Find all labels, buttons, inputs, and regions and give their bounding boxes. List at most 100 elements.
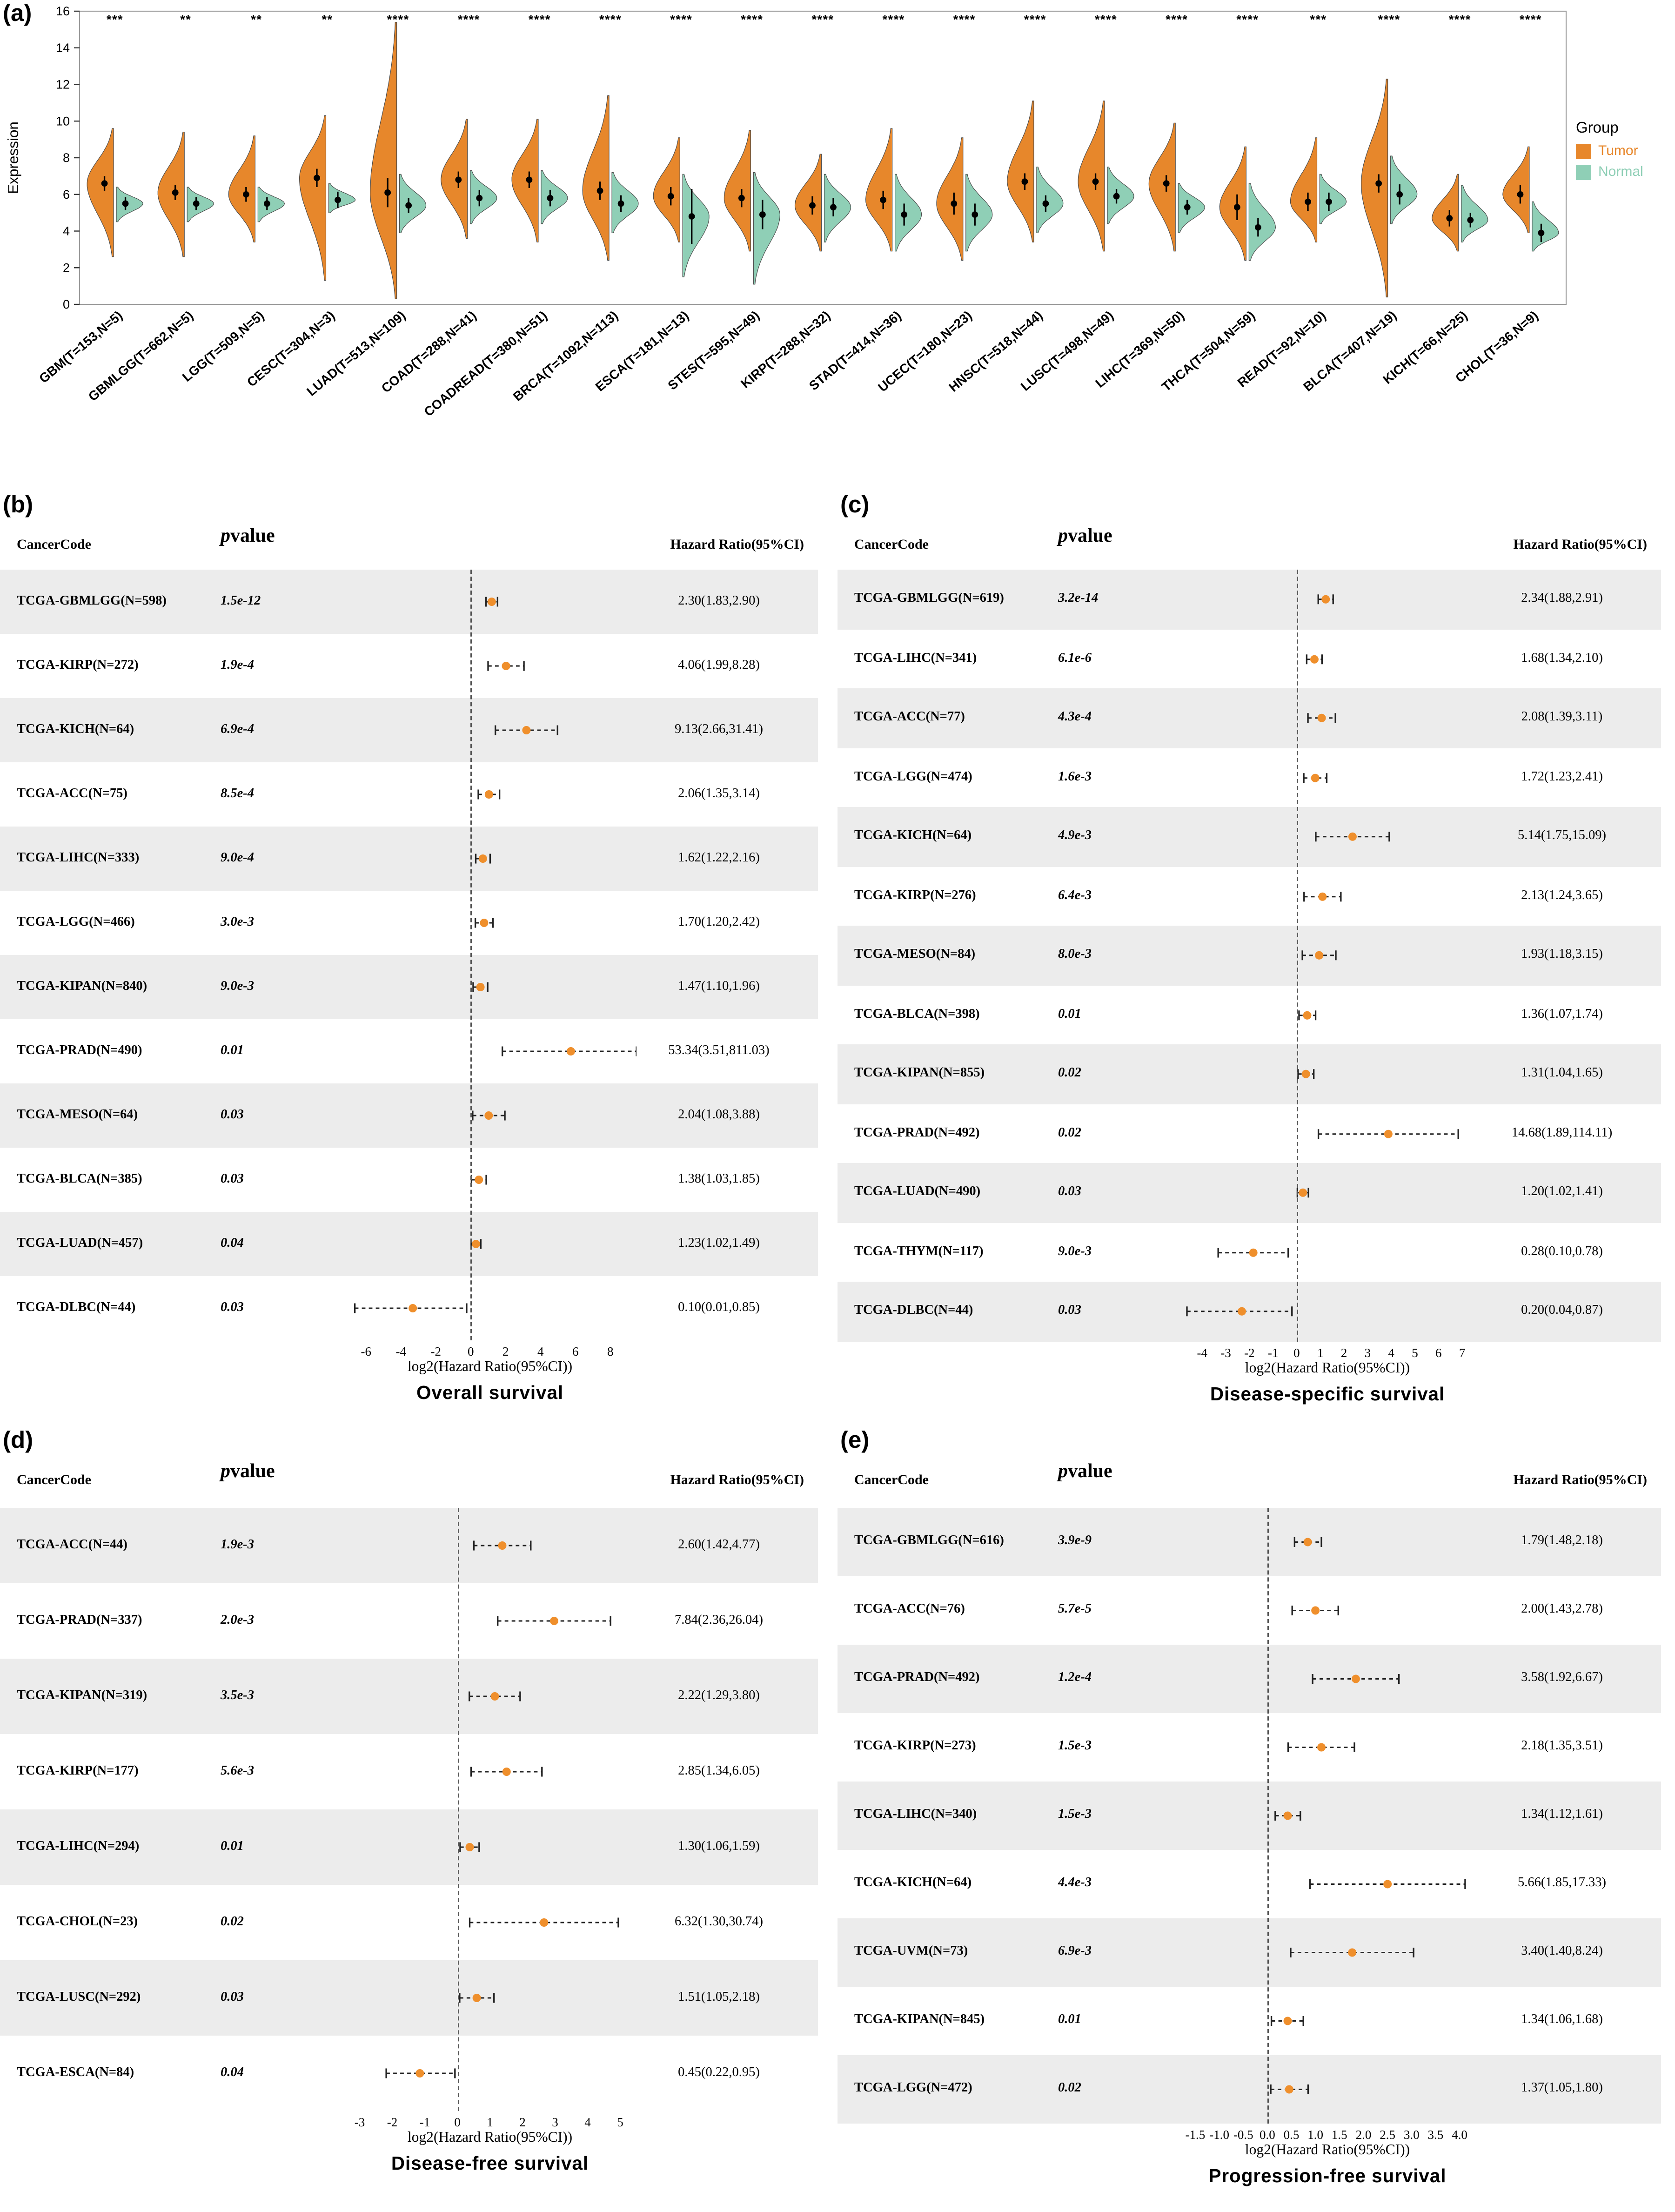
forest-row: TCGA-MESO(N=84) 8.0e-3 1.93(1.18,3.15) <box>838 926 1661 985</box>
tumor-label: Tumor <box>1598 144 1638 159</box>
x-tick-label: 2 <box>502 1345 509 1358</box>
mean-dot <box>901 211 908 218</box>
panel-c-label: (c) <box>840 491 870 518</box>
mean-dot <box>1396 191 1403 198</box>
hr-dot <box>1310 654 1319 663</box>
cancer-code: TCGA-KIRP(N=272) <box>17 659 139 673</box>
p-value: 0.01 <box>221 1840 244 1854</box>
forest-row: TCGA-BLCA(N=385) 0.03 1.38(1.03,1.85) <box>0 1148 818 1212</box>
x-tick-label: 4 <box>1388 1345 1394 1359</box>
forest-row: TCGA-KICH(N=64) 4.9e-3 5.14(1.75,15.09) <box>838 807 1661 867</box>
cancer-code: TCGA-PRAD(N=490) <box>17 1044 142 1058</box>
p-value: 5.7e-5 <box>1058 1603 1092 1617</box>
x-tick-label: 1 <box>487 2115 493 2129</box>
forest-row: TCGA-LGG(N=466) 3.0e-3 1.70(1.20,2.42) <box>0 891 818 955</box>
cancer-code: TCGA-LUSC(N=292) <box>17 1991 141 2005</box>
p-value: 5.6e-3 <box>221 1765 255 1779</box>
p-value: 0.03 <box>221 1109 244 1123</box>
ci-plot <box>1303 891 1342 901</box>
significance-stars: **** <box>741 13 763 27</box>
forest-row: TCGA-ACC(N=75) 8.5e-4 2.06(1.35,3.14) <box>0 762 818 827</box>
p-value: 6.9e-3 <box>1058 1945 1092 1959</box>
p-value: 3.5e-3 <box>221 1689 255 1703</box>
hazard-ratio-ci: 1.34(1.12,1.61) <box>1521 1808 1603 1822</box>
ci-plot <box>475 854 491 864</box>
cancer-code: TCGA-MESO(N=64) <box>17 1109 138 1123</box>
mean-dot <box>122 200 129 207</box>
cancer-code: TCGA-ACC(N=77) <box>854 711 965 725</box>
x-tick-label: -6 <box>361 1345 372 1358</box>
p-value: 1.9e-4 <box>221 659 255 673</box>
significance-stars: **** <box>387 13 409 27</box>
ci-plot <box>469 1691 521 1701</box>
normal-violin <box>753 172 781 285</box>
hr-dot <box>566 1047 575 1056</box>
x-tick-label: 4 <box>537 1345 544 1358</box>
cancer-code: TCGA-KIRP(N=177) <box>17 1765 139 1779</box>
forest-row: TCGA-ACC(N=76) 5.7e-5 2.00(1.43,2.78) <box>838 1576 1661 1645</box>
significance-stars: **** <box>1024 13 1046 27</box>
header-cancercode: CancerCode <box>17 1473 91 1488</box>
hazard-ratio-ci: 2.34(1.88,2.91) <box>1521 592 1603 606</box>
forest-row: TCGA-ACC(N=77) 4.3e-4 2.08(1.39,3.11) <box>838 688 1661 748</box>
forest-row: TCGA-LUAD(N=457) 0.04 1.23(1.02,1.49) <box>0 1212 818 1276</box>
cancer-code: TCGA-KICH(N=64) <box>854 829 972 843</box>
significance-stars: **** <box>1449 13 1471 27</box>
hazard-ratio-ci: 1.47(1.10,1.96) <box>678 980 760 994</box>
forest-row: TCGA-LIHC(N=294) 0.01 1.30(1.06,1.59) <box>0 1809 818 1885</box>
cancer-code: TCGA-ACC(N=76) <box>854 1603 965 1617</box>
legend: Group Tumor Normal <box>1576 120 1674 186</box>
x-tick-label: 0 <box>454 2115 461 2129</box>
panel-title: Overall survival <box>416 1382 564 1403</box>
p-value: 0.04 <box>221 2066 244 2080</box>
cancer-code: TCGA-GBMLGG(N=616) <box>854 1534 1004 1548</box>
cancer-code: TCGA-ACC(N=75) <box>17 787 127 801</box>
forest-row: TCGA-KIRP(N=276) 6.4e-3 2.13(1.24,3.65) <box>838 866 1661 926</box>
significance-stars: ** <box>180 13 191 27</box>
hr-dot <box>1351 1674 1360 1683</box>
cancer-code: TCGA-PRAD(N=337) <box>17 1614 142 1628</box>
mean-dot <box>759 211 766 218</box>
forest-row: TCGA-KIRP(N=273) 1.5e-3 2.18(1.35,3.51) <box>838 1713 1661 1782</box>
hazard-ratio-ci: 0.45(0.22,0.95) <box>678 2066 760 2080</box>
normal-violin <box>399 174 427 233</box>
hr-dot <box>472 1994 481 2002</box>
mean-dot <box>314 175 320 182</box>
ci-plot <box>485 597 499 607</box>
mean-dot <box>405 202 412 209</box>
hr-dot <box>1285 2085 1293 2094</box>
hazard-ratio-ci: 1.36(1.07,1.74) <box>1521 1007 1603 1022</box>
p-value: 3.9e-9 <box>1058 1534 1092 1548</box>
ci-plot <box>1301 950 1337 961</box>
tumor-violin <box>1007 101 1034 242</box>
mean-dot <box>1113 193 1120 200</box>
normal-violin <box>116 187 143 222</box>
hazard-ratio-ci: 0.10(0.01,0.85) <box>678 1301 760 1315</box>
forest-row: TCGA-KICH(N=64) 4.4e-3 5.66(1.85,17.33) <box>838 1850 1661 1918</box>
tumor-violin <box>157 132 185 257</box>
hr-dot <box>1317 1743 1326 1752</box>
panel-disease-free-survival: (d) CancerCode pvalue Hazard Ratio(95%CI… <box>0 1427 818 2212</box>
header-cancercode: CancerCode <box>17 538 91 553</box>
x-tick-label: -1 <box>419 2115 430 2129</box>
hr-dot <box>1348 1948 1357 1957</box>
normal-violin <box>328 183 356 213</box>
x-axis-label: log2(Hazard Ratio(95%CI)) <box>1245 2143 1410 2158</box>
x-axis-label: log2(Hazard Ratio(95%CI)) <box>1245 1360 1410 1376</box>
forest-row: TCGA-LGG(N=474) 1.6e-3 1.72(1.23,2.41) <box>838 747 1661 807</box>
x-tick-label: 5 <box>617 2115 623 2129</box>
x-tick-label: 4 <box>584 2115 591 2129</box>
hazard-ratio-ci: 3.40(1.40,8.24) <box>1521 1945 1603 1959</box>
cancer-code: TCGA-KICH(N=64) <box>17 723 134 737</box>
panel-e-label: (e) <box>840 1427 870 1453</box>
mean-dot <box>263 200 270 207</box>
x-tick-label: 1.5 <box>1331 2128 1347 2142</box>
significance-stars: **** <box>1378 13 1400 27</box>
x-tick-label: 1 <box>1317 1345 1324 1359</box>
p-value: 1.2e-4 <box>1058 1671 1092 1685</box>
hazard-ratio-ci: 1.23(1.02,1.49) <box>678 1237 760 1251</box>
x-axis-label: log2(Hazard Ratio(95%CI)) <box>407 1360 573 1375</box>
hazard-ratio-ci: 2.06(1.35,3.14) <box>678 787 760 801</box>
tumor-violin <box>1148 122 1176 252</box>
cancer-code: TCGA-KIPAN(N=855) <box>854 1067 985 1081</box>
